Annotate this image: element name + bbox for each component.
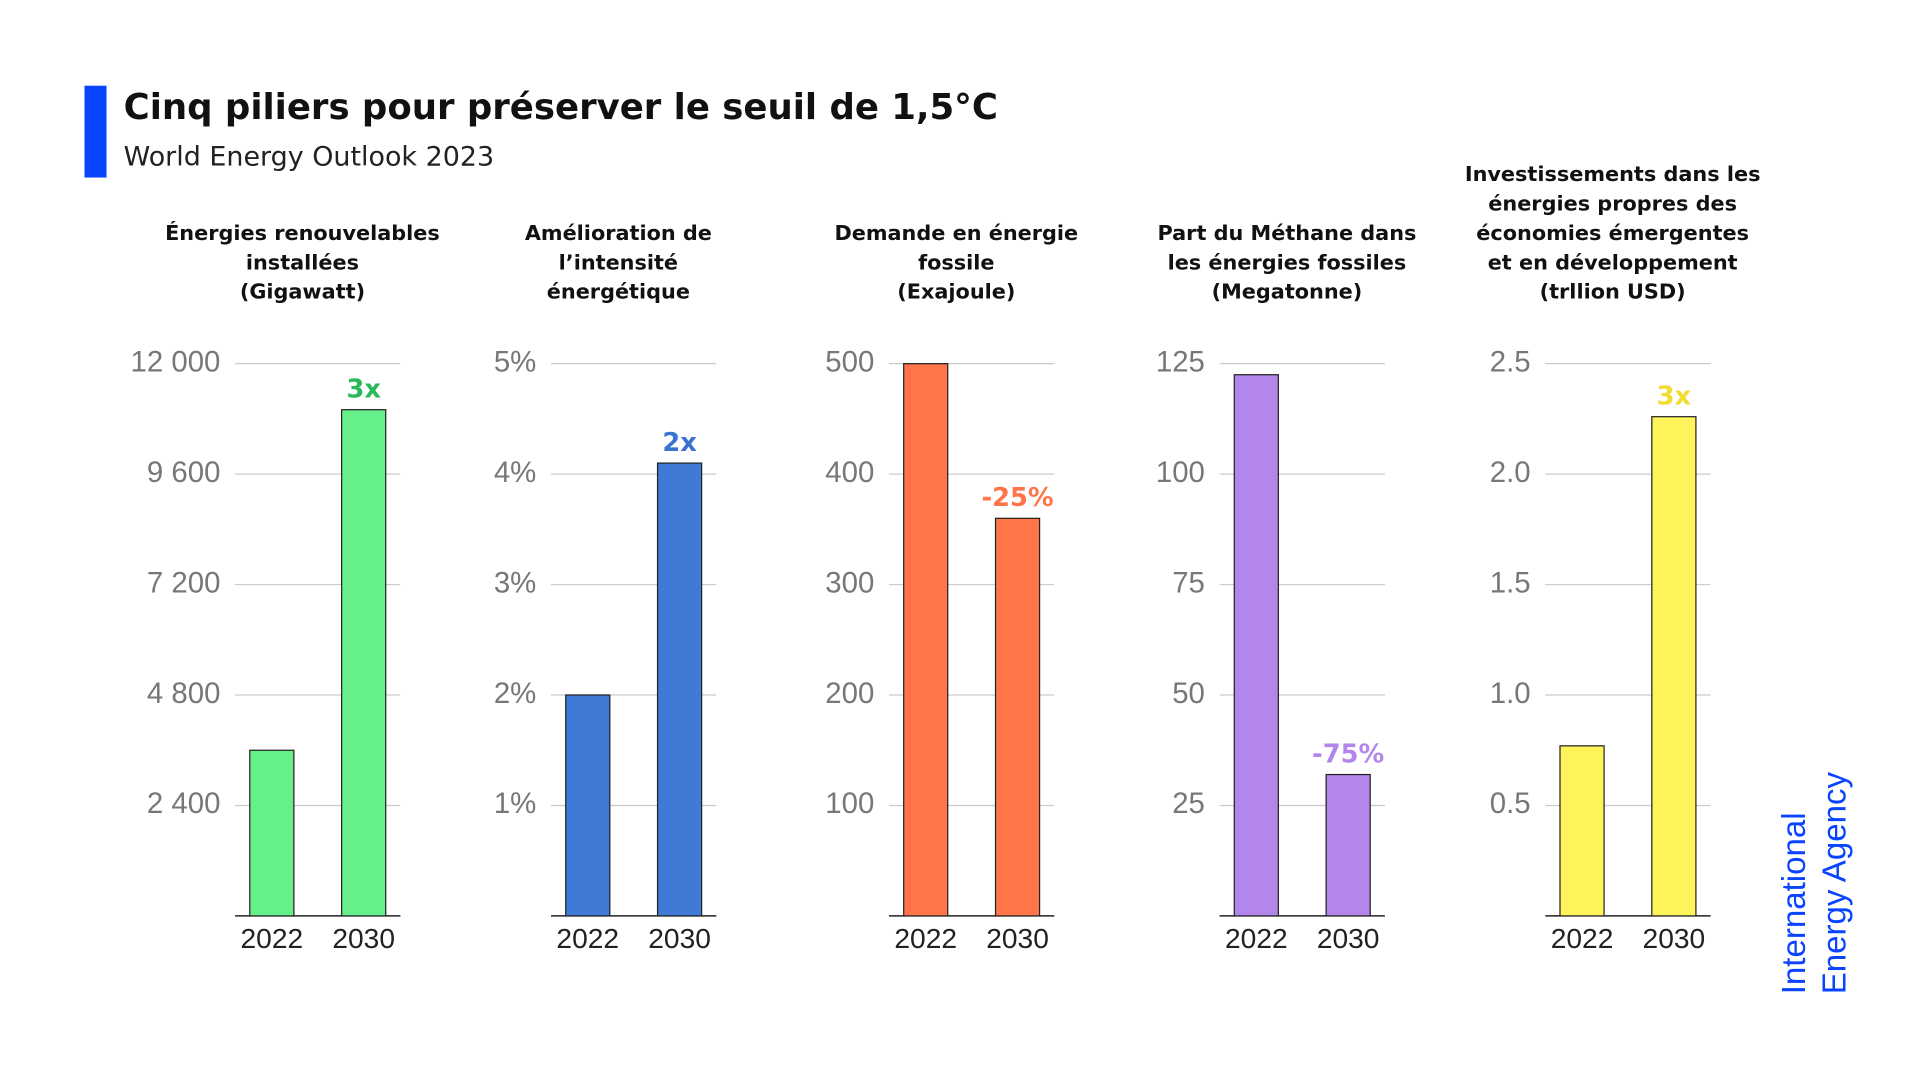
chart-title: installées <box>246 250 359 274</box>
x-tick-label: 2030 <box>1643 923 1706 954</box>
x-tick-label: 2022 <box>894 923 957 954</box>
chart-title: économies émergentes <box>1476 221 1749 245</box>
logo-line: Energy Agency <box>1816 772 1853 995</box>
chart-title: les énergies fossiles <box>1168 250 1407 274</box>
y-tick-label: 9 600 <box>147 456 221 489</box>
annotation: 2x <box>662 428 697 458</box>
chart-title: Part du Méthane dans <box>1157 221 1416 245</box>
y-tick-label: 100 <box>1156 456 1205 489</box>
logo: International Energy Agency <box>1776 772 1853 995</box>
bar <box>565 694 611 917</box>
y-tick-label: 400 <box>825 456 874 489</box>
chart-title: Investissements dans les <box>1465 162 1761 186</box>
annotation: 3x <box>346 375 381 405</box>
x-tick-label: 2022 <box>1225 923 1288 954</box>
annotation: -75% <box>1312 739 1384 769</box>
y-tick-label: 2% <box>494 677 536 710</box>
bar <box>1325 773 1371 917</box>
chart-title: Demande en énergie <box>834 221 1078 245</box>
chart-title: énergies propres des <box>1488 191 1737 215</box>
x-tick-label: 2022 <box>241 923 304 954</box>
y-tick-label: 1.0 <box>1490 677 1531 710</box>
y-tick-label: 2.0 <box>1490 456 1531 489</box>
y-tick-label: 75 <box>1172 566 1205 599</box>
y-tick-label: 2.5 <box>1490 345 1531 378</box>
y-tick-label: 200 <box>825 677 874 710</box>
chart-title: et en développement <box>1488 250 1738 274</box>
chart-title: Énergies renouvelables <box>165 220 440 245</box>
annotation: -25% <box>981 483 1053 513</box>
y-tick-label: 300 <box>825 566 874 599</box>
y-tick-label: 125 <box>1156 345 1205 378</box>
chart-title: (Megatonne) <box>1212 280 1363 304</box>
y-tick-label: 3% <box>494 566 536 599</box>
logo-line: International <box>1776 812 1813 994</box>
y-tick-label: 500 <box>825 345 874 378</box>
accent-bar <box>84 85 107 178</box>
y-tick-label: 5% <box>494 345 536 378</box>
bar <box>1651 416 1697 917</box>
x-tick-label: 2022 <box>1551 923 1614 954</box>
chart-title: énergétique <box>547 280 690 304</box>
y-tick-label: 12 000 <box>131 345 221 378</box>
x-tick-label: 2022 <box>556 923 619 954</box>
page-title: Cinq piliers pour préserver le seuil de … <box>124 87 998 128</box>
y-tick-label: 1.5 <box>1490 566 1531 599</box>
bar <box>1559 745 1605 917</box>
bar <box>656 462 703 917</box>
chart-title: fossile <box>918 250 994 274</box>
bar <box>341 409 387 917</box>
page-subtitle: World Energy Outlook 2023 <box>124 141 494 172</box>
annotation: 3x <box>1657 382 1692 412</box>
chart-title: Amélioration de <box>525 221 712 245</box>
bar <box>249 749 295 917</box>
x-tick-label: 2030 <box>1317 923 1380 954</box>
x-tick-label: 2030 <box>332 923 395 954</box>
y-tick-label: 0.5 <box>1490 787 1531 820</box>
x-tick-label: 2030 <box>986 923 1049 954</box>
y-tick-label: 100 <box>825 787 874 820</box>
y-tick-label: 1% <box>494 787 536 820</box>
chart-title: (Gigawatt) <box>240 280 365 304</box>
bar <box>903 363 949 917</box>
chart-title: l’intensité <box>559 250 678 274</box>
bar <box>1233 374 1279 917</box>
bar <box>994 517 1041 917</box>
y-tick-label: 25 <box>1172 787 1205 820</box>
chart-title: (trllion USD) <box>1540 280 1686 304</box>
chart-title: (Exajoule) <box>897 280 1015 304</box>
y-tick-label: 50 <box>1172 677 1205 710</box>
y-tick-label: 4 800 <box>147 677 221 710</box>
x-tick-label: 2030 <box>648 923 711 954</box>
y-tick-label: 4% <box>494 456 536 489</box>
y-tick-label: 7 200 <box>147 566 221 599</box>
y-tick-label: 2 400 <box>147 787 221 820</box>
